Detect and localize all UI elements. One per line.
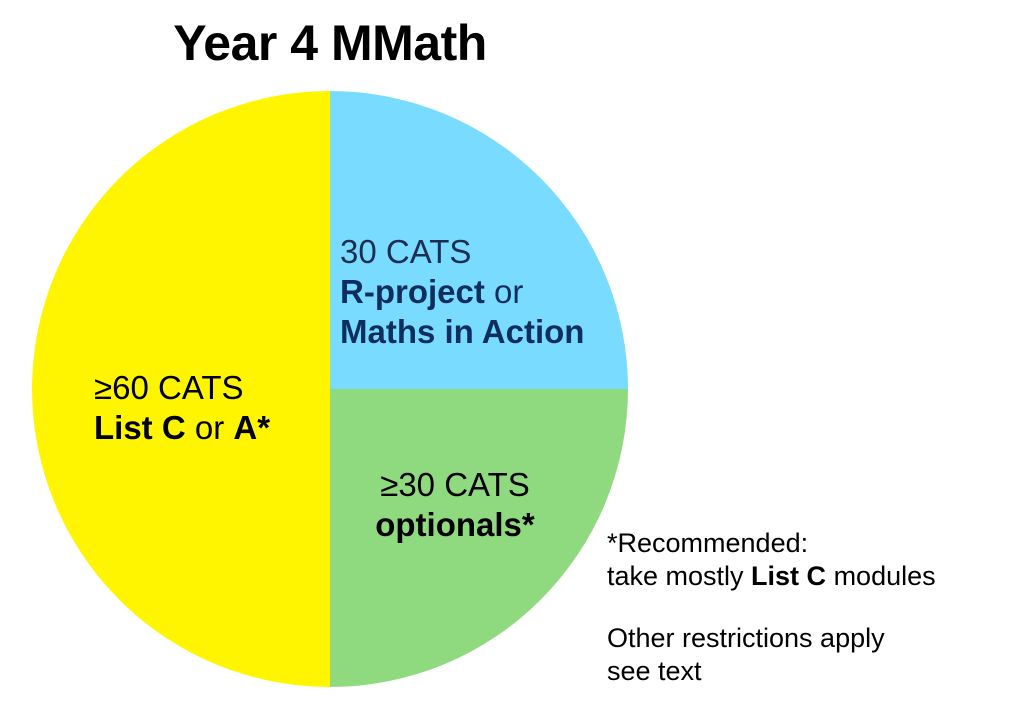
slice-label-list-c: ≥60 CATS List C or A* <box>94 368 270 448</box>
slice-label-r-project: 30 CATS R-project or Maths in Action <box>340 232 584 352</box>
slice-value-text: ≥60 CATS <box>94 369 244 406</box>
footnote-bold: List C <box>751 561 827 591</box>
slice-connector: or <box>484 273 524 310</box>
slice-description-2: Maths in Action <box>340 312 584 352</box>
slice-bold-a: R-project <box>340 273 485 310</box>
footnote-line-4: see text <box>607 656 702 686</box>
footnote-line-1: *Recommended: <box>607 528 809 558</box>
pie-slice-0 <box>32 91 330 687</box>
footnote-line-3: Other restrictions apply <box>607 623 885 653</box>
slice-description: R-project or <box>340 272 584 312</box>
slice-bold-a: List C <box>94 409 186 446</box>
footnote-text: modules <box>826 561 936 591</box>
slice-connector: or <box>185 409 234 446</box>
slice-label-optionals: ≥30 CATS optionals* <box>330 465 580 545</box>
pie-slice-2 <box>330 389 628 687</box>
footnote-line-2: take mostly List C modules <box>607 560 936 593</box>
slice-bold-b: A* <box>233 409 271 446</box>
footnote-text: take mostly <box>607 561 752 591</box>
chart-title: Year 4 MMath <box>173 15 487 71</box>
slice-value-text: ≥30 CATS <box>380 466 530 503</box>
slice-bold-b: optionals* <box>375 506 535 543</box>
slice-description: optionals* <box>330 505 580 545</box>
footnote: *Recommended: take mostly List C modules… <box>607 527 936 688</box>
slice-bold-b: Maths in Action <box>340 313 585 350</box>
pie-slice-1 <box>330 91 628 389</box>
slice-description: List C or A* <box>94 408 270 448</box>
slice-value-text: 30 CATS <box>340 233 472 270</box>
